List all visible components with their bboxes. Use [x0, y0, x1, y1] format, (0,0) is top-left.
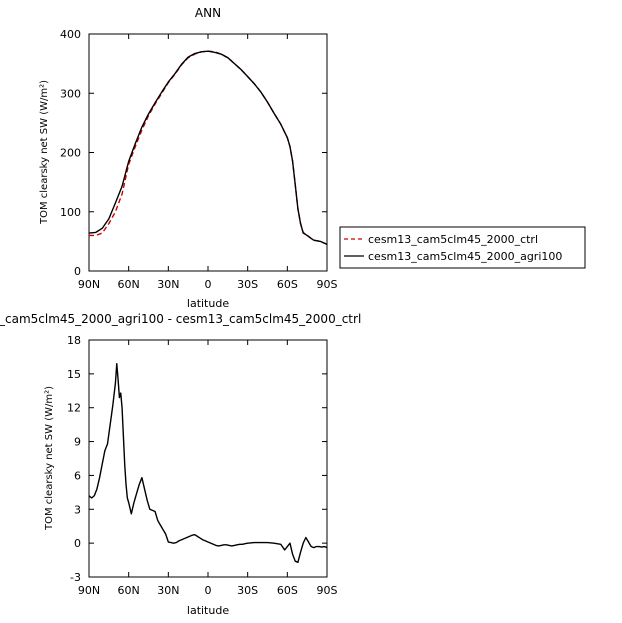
y-axis-label: TOM clearsky net SW (W/m²) — [44, 386, 55, 531]
chart-title: ANN — [195, 6, 221, 20]
x-tick-label: 30N — [157, 278, 179, 291]
y-tick-label: 0 — [74, 537, 81, 550]
x-tick-label: 0 — [205, 278, 212, 291]
x-tick-label: 30N — [157, 584, 179, 597]
y-tick-label: 400 — [60, 28, 81, 41]
x-tick-label: 30S — [237, 278, 258, 291]
x-tick-label: 90S — [317, 584, 338, 597]
legend-agri100-label: cesm13_cam5clm45_2000_agri100 — [368, 250, 562, 263]
x-tick-label: 60S — [277, 584, 298, 597]
y-tick-label: 100 — [60, 206, 81, 219]
y-axis-label: TOM clearsky net SW (W/m²) — [39, 80, 50, 225]
x-tick-label: 60N — [118, 278, 140, 291]
x-tick-label: 90S — [317, 278, 338, 291]
series-line-1 — [89, 50, 328, 245]
y-tick-label: 6 — [74, 469, 81, 482]
panel-bottom: _cam5clm45_2000_agri100 - cesm13_cam5clm… — [0, 312, 361, 617]
x-tick-label: 60S — [277, 278, 298, 291]
y-tick-label: 9 — [74, 436, 81, 449]
chart-title: _cam5clm45_2000_agri100 - cesm13_cam5clm… — [0, 312, 361, 326]
x-axis-label: latitude — [187, 297, 229, 310]
y-tick-label: -3 — [70, 571, 81, 584]
legend-box — [339, 226, 586, 269]
y-tick-label: 12 — [67, 402, 81, 415]
panel-top: ANN 90N 60N 30N 0 30S 60S 90S 0 100 200 300 400 lat… — [39, 6, 338, 310]
x-tick-label: 60N — [118, 584, 140, 597]
x-tick-label: 90N — [78, 278, 100, 291]
y-tick-label: 3 — [74, 503, 81, 516]
x-tick-label: 30S — [237, 584, 258, 597]
legend: cesm13_cam5clm45_2000_ctrl cesm13_cam5cl… — [339, 226, 586, 269]
y-tick-label: 0 — [74, 265, 81, 278]
x-tick-label: 0 — [205, 584, 212, 597]
legend-ctrl-label: cesm13_cam5clm45_2000_ctrl — [368, 233, 538, 246]
x-tick-label: 90N — [78, 584, 100, 597]
y-tick-label: 18 — [67, 334, 81, 347]
series-line-2 — [88, 50, 328, 245]
series-line-1 — [88, 363, 328, 564]
y-tick-label: 15 — [67, 368, 81, 381]
y-tick-label: 300 — [60, 87, 81, 100]
y-tick-label: 200 — [60, 147, 81, 160]
x-axis-label: latitude — [187, 604, 229, 617]
